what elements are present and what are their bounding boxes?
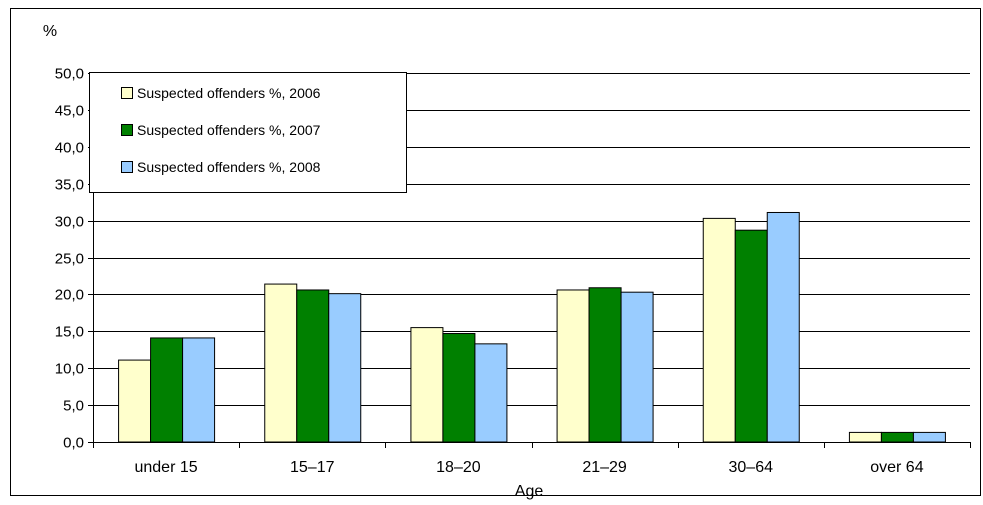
- legend: Suspected offenders %, 2006 Suspected off…: [89, 72, 407, 193]
- legend-swatch: [121, 124, 133, 136]
- legend-label: Suspected offenders %, 2006: [137, 85, 321, 101]
- bar: [410, 327, 444, 443]
- y-tick-label: 35,0: [55, 177, 84, 194]
- legend-box: [89, 72, 407, 193]
- legend-label: Suspected offenders %, 2007: [137, 122, 321, 138]
- y-tick-label: 40,0: [55, 140, 84, 157]
- legend-swatch: [121, 161, 133, 173]
- bar: [182, 337, 216, 443]
- bar: [264, 283, 298, 443]
- y-tick-label: 10,0: [55, 361, 84, 378]
- x-tick-label: under 15: [134, 459, 197, 476]
- category-labels: under 15 15–17 18–20 21–29 30–64 over 64: [134, 459, 923, 476]
- x-tick-label: 15–17: [290, 459, 335, 476]
- y-tick-label: 0,0: [63, 435, 84, 452]
- tick-labels: 0,0 5,0 10,0 15,0 20,0 25,0 30,0 35,0 40,0 45,0 50…: [55, 66, 84, 452]
- bar: [588, 287, 622, 443]
- x-axis-label: Age: [515, 483, 544, 500]
- y-tick-label: 45,0: [55, 103, 84, 120]
- bar: [912, 431, 946, 443]
- y-tick-label: 20,0: [55, 287, 84, 304]
- legend-swatch: [121, 87, 133, 99]
- bar: [442, 333, 476, 443]
- bar: [620, 291, 654, 443]
- bar: [474, 343, 508, 443]
- bar: [848, 431, 882, 443]
- bar: [766, 211, 800, 443]
- y-tick-label: 30,0: [55, 214, 84, 231]
- bar: [328, 293, 362, 443]
- y-axis-label: %: [43, 23, 57, 40]
- bar: [702, 217, 736, 443]
- y-tick-label: 25,0: [55, 251, 84, 268]
- bar: [118, 359, 152, 443]
- bar: [150, 337, 184, 443]
- bar: [556, 289, 590, 443]
- bar: [880, 431, 914, 443]
- x-tick-label: 30–64: [729, 459, 774, 476]
- bar: [734, 229, 768, 443]
- y-tick-label: 15,0: [55, 324, 84, 341]
- x-tick-label: 18–20: [436, 459, 481, 476]
- bar: [296, 289, 330, 443]
- y-tick-label: 50,0: [55, 66, 84, 83]
- x-tick-label: 21–29: [582, 459, 627, 476]
- x-tick-label: over 64: [870, 459, 923, 476]
- y-tick-label: 5,0: [63, 398, 84, 415]
- legend-label: Suspected offenders %, 2008: [137, 159, 321, 175]
